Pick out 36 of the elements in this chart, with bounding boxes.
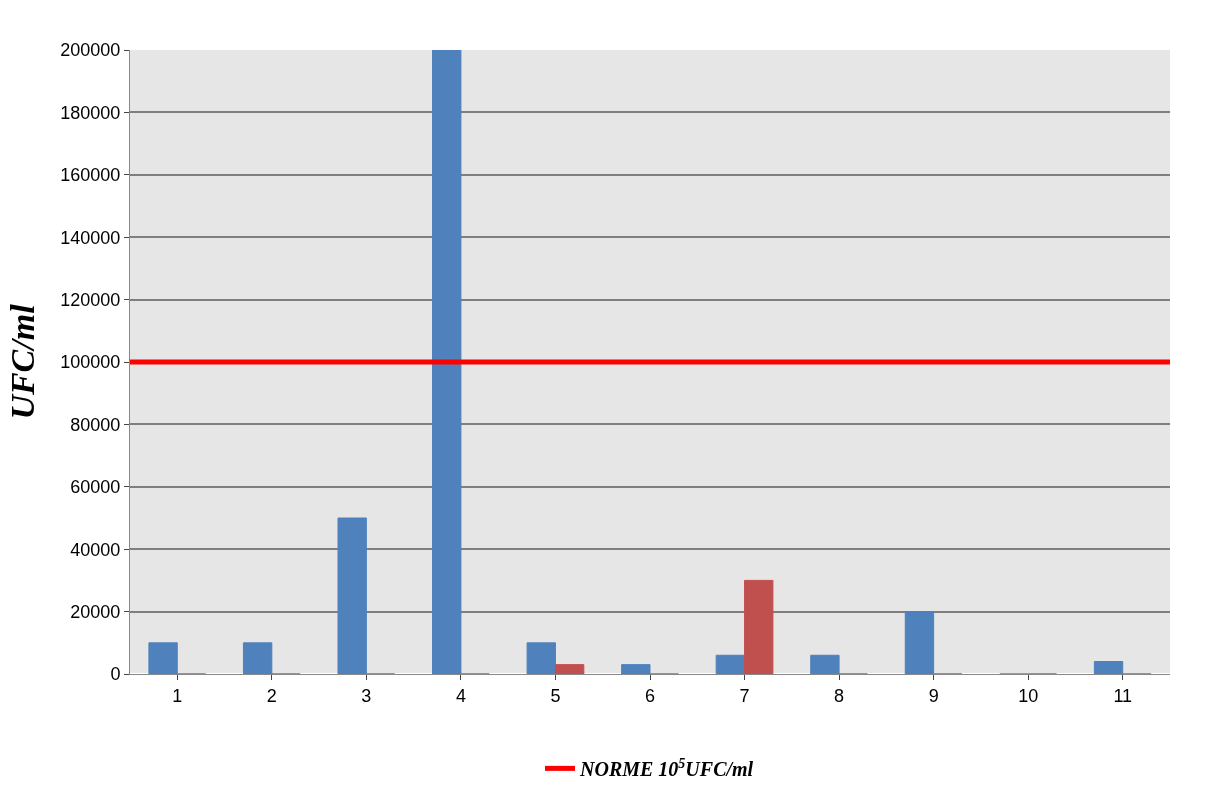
y-tick-label: 40000 <box>70 539 121 560</box>
y-tick-label: 200000 <box>60 40 121 61</box>
bar <box>744 579 774 674</box>
y-tick-label: 20000 <box>70 601 121 622</box>
y-tick-label: 60000 <box>70 477 121 498</box>
x-tick-label: 4 <box>455 685 466 706</box>
x-tick-label: 3 <box>361 685 372 706</box>
bar <box>242 642 273 674</box>
y-tick-label: 160000 <box>60 165 121 186</box>
y-tick-label: 80000 <box>70 414 121 435</box>
x-tick-label: 10 <box>1018 685 1039 706</box>
bar <box>1093 661 1124 674</box>
bar <box>148 642 178 674</box>
bar <box>432 50 462 674</box>
x-tick-label: 5 <box>550 685 561 706</box>
y-tick-label: 140000 <box>60 227 121 248</box>
y-tick-label: 180000 <box>60 102 121 123</box>
y-tick-label: 100000 <box>60 352 121 373</box>
y-tick-label: 120000 <box>60 289 121 310</box>
x-tick-label: 6 <box>644 685 656 706</box>
x-tick-label: 8 <box>834 685 845 706</box>
bar <box>526 642 556 674</box>
bar <box>621 664 651 674</box>
x-tick-label: 11 <box>1113 685 1133 706</box>
bar <box>337 517 367 674</box>
y-axis-title: UFC/ml <box>3 303 41 420</box>
legend-label: NORME 10$^{5}$UFC/ml <box>579 755 754 781</box>
bar <box>554 664 585 674</box>
x-tick-label: 7 <box>739 685 750 706</box>
bar <box>810 654 840 674</box>
x-tick-label: 1 <box>172 685 183 706</box>
y-tick-label: 0 <box>110 664 121 685</box>
x-tick-label: 2 <box>266 685 277 706</box>
bar <box>715 654 746 674</box>
x-tick-label: 9 <box>928 685 939 706</box>
bar <box>904 611 935 674</box>
